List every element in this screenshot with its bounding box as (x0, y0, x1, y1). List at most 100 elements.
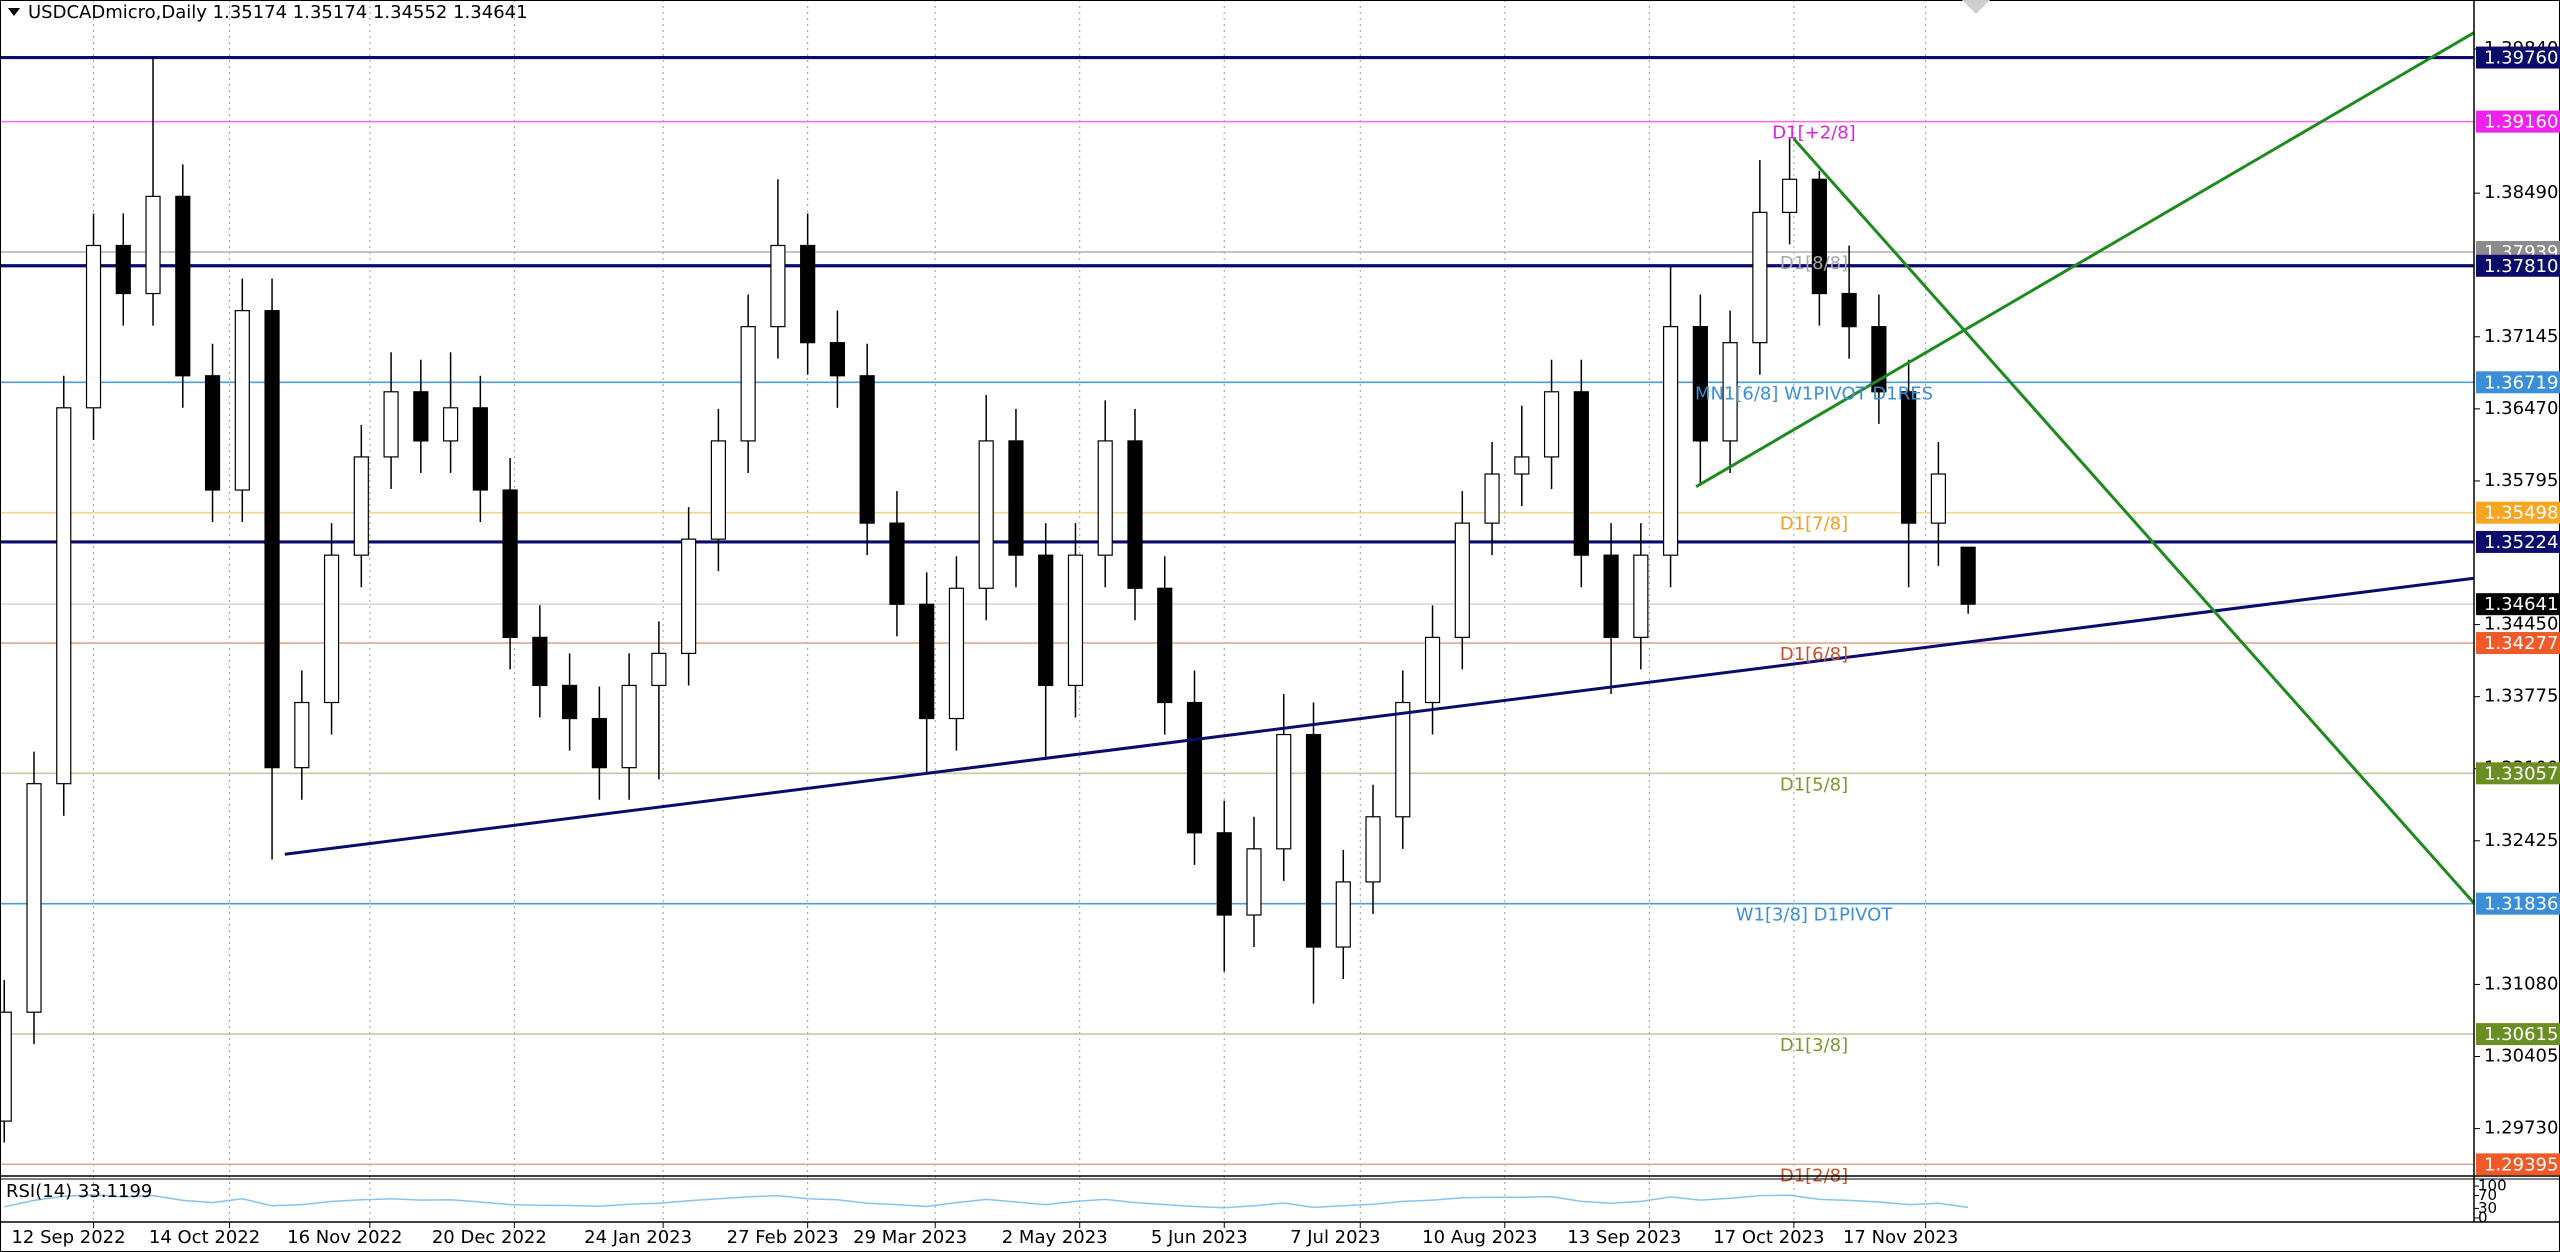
level-label: D1[6/8] (1780, 644, 1848, 665)
candle-body (26, 783, 42, 1013)
candle-body (472, 407, 488, 491)
price-box (2476, 46, 2560, 69)
x-tick-label: 12 Sep 2022 (11, 1227, 125, 1248)
price-box-label: 1.33057 (2484, 763, 2558, 784)
x-tick-label: 13 Sep 2023 (1567, 1227, 1681, 1248)
candle-body (1960, 546, 1976, 605)
candle-body (1216, 832, 1232, 916)
price-box-label: 1.35498 (2484, 503, 2558, 524)
x-tick-label: 17 Nov 2023 (1843, 1227, 1958, 1248)
candle-body (562, 684, 578, 720)
level-text-layer: D1[+2/8] D1[8/8] MN1[6/8] W1PIVOT D1RES D1[… (1695, 123, 1933, 1187)
rsi-tick-label: 100 (2478, 1177, 2507, 1195)
level-label: D1[3/8] (1780, 1035, 1848, 1056)
candle-body (948, 587, 965, 720)
price-box (2476, 762, 2560, 785)
candle-body (770, 244, 786, 328)
y-tick-label: 1.34450 (2484, 614, 2558, 635)
price-box-label: 1.39160 (2484, 112, 2558, 133)
candle-body (1097, 440, 1113, 556)
price-box (2476, 110, 2560, 133)
candle-body (1484, 473, 1500, 524)
candle-body (264, 310, 280, 769)
price-box (2476, 892, 2560, 915)
price-box (2476, 593, 2560, 616)
candle-body (115, 244, 131, 295)
levels-layer (0, 55, 2474, 1166)
candle-body (1127, 440, 1143, 589)
candle-body (740, 326, 756, 442)
candle-body (1752, 211, 1768, 344)
candle-body (1186, 701, 1203, 834)
trendline (1695, 31, 2475, 489)
price-box-label: 1.37810 (2484, 256, 2558, 277)
candle-body (502, 489, 518, 638)
candle-body (1722, 342, 1738, 442)
trendline-layer (284, 31, 2476, 905)
candle-body (294, 701, 310, 769)
x-tick-label: 7 Jul 2023 (1290, 1227, 1380, 1248)
price-box-layer: 1.397601.391601.379391.378101.367191.354… (2476, 46, 2560, 1176)
menu-triangle[interactable] (8, 8, 20, 16)
candle-body (1008, 440, 1024, 556)
candle-body (1246, 848, 1262, 916)
candle-body (1335, 881, 1351, 948)
price-box-label: 1.30615 (2484, 1024, 2558, 1045)
candle-body (859, 375, 875, 524)
price-box (2476, 1153, 2560, 1176)
candle-body (1038, 554, 1054, 687)
price-box-label: 1.36719 (2484, 372, 2558, 393)
rsi-tick-label: 0 (2478, 1209, 2488, 1227)
candle-body (1930, 473, 1946, 524)
candle-body (353, 456, 369, 556)
candle-body (1811, 178, 1827, 295)
candle-body (383, 391, 399, 458)
y-tick-label: 1.35795 (2484, 470, 2558, 491)
x-tick-label: 20 Dec 2022 (432, 1227, 547, 1248)
price-box-label: 1.29395 (2484, 1154, 2558, 1175)
rsi-tick-label: 30 (2478, 1199, 2497, 1217)
price-box (2476, 371, 2560, 394)
candle-body (1841, 292, 1857, 328)
candle-body (1871, 326, 1887, 393)
scroll-marker (1962, 0, 1990, 14)
price-box (2476, 501, 2560, 524)
y-tick-label: 1.36470 (2484, 398, 2558, 419)
candle-body (1365, 816, 1381, 883)
candle-body (1157, 587, 1173, 704)
candle-body (1454, 522, 1470, 638)
x-tick-label: 2 May 2023 (1002, 1227, 1108, 1248)
x-tick-label: 16 Nov 2022 (287, 1227, 402, 1248)
chart-header: USDCADmicro,Daily 1.35174 1.35174 1.3455… (28, 2, 528, 23)
candle-body (56, 407, 72, 785)
candle-body (234, 310, 250, 491)
candle-body (1276, 733, 1292, 850)
candle-body (621, 684, 637, 769)
candle-body (1603, 554, 1619, 638)
x-tick-label: 24 Jan 2023 (584, 1227, 692, 1248)
price-box-label: 1.35224 (2484, 532, 2558, 553)
candle-body (85, 244, 102, 409)
y-tick-label: 1.33775 (2484, 686, 2558, 707)
candles-layer (0, 57, 1976, 1143)
candle-body (1782, 178, 1798, 213)
x-tick-label: 10 Aug 2023 (1422, 1227, 1537, 1248)
x-tick-label: 14 Oct 2022 (149, 1227, 260, 1248)
candle-body (1395, 701, 1411, 818)
price-box-label: 1.39760 (2484, 48, 2558, 69)
candle-body (1662, 326, 1679, 556)
candle-body (413, 391, 429, 442)
price-box-label: 1.34277 (2484, 633, 2558, 654)
candle-body (532, 636, 548, 687)
rsi-line (4, 1194, 1969, 1209)
candle-body (710, 440, 726, 540)
candle-body (1543, 391, 1560, 458)
candle-body (919, 603, 935, 720)
y-tick-label: 1.38490 (2484, 182, 2558, 203)
candle-body (889, 522, 905, 605)
level-label: D1[+2/8] (1772, 123, 1855, 144)
candle-body (681, 538, 697, 655)
